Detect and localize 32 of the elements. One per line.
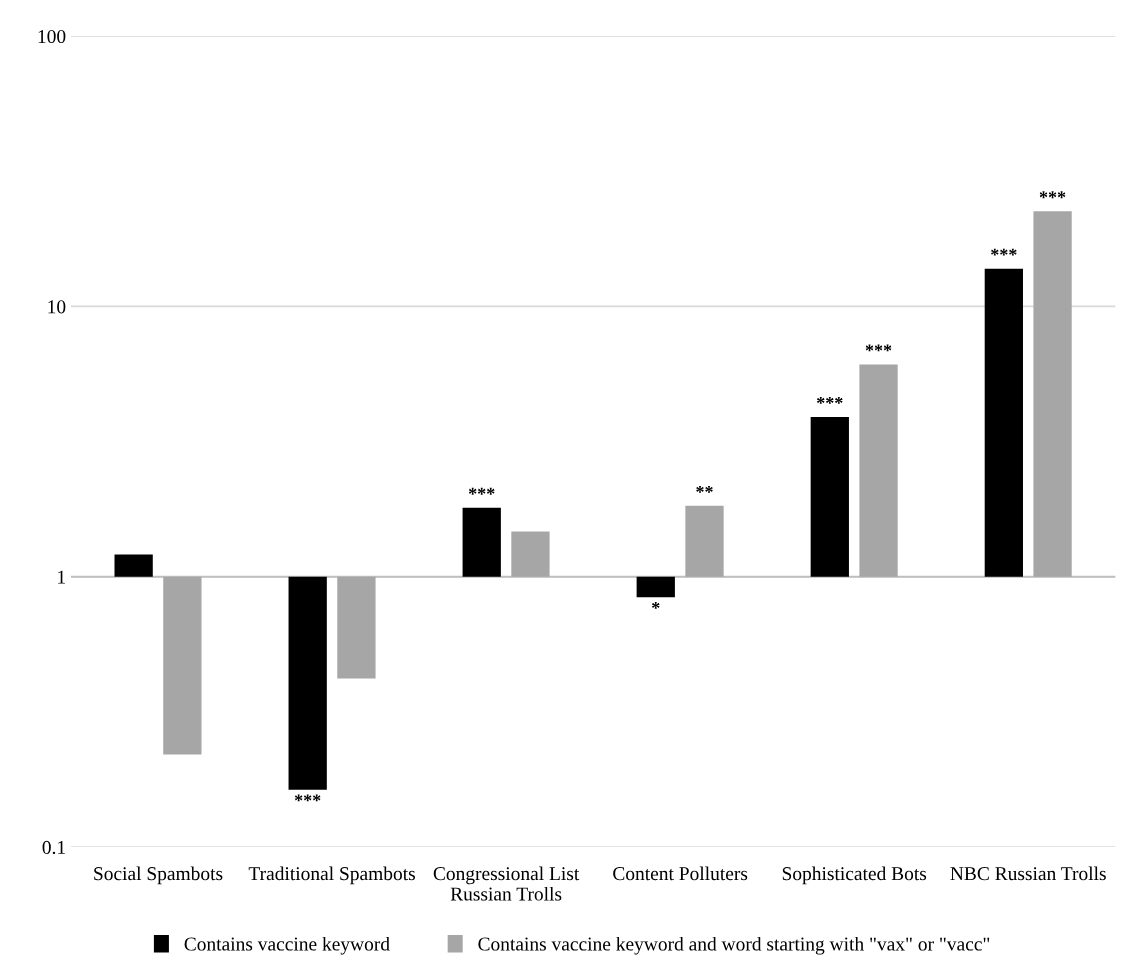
bar (984, 268, 1023, 577)
y-tick-label: 100 (38, 29, 66, 44)
x-tick-label: NBC Russian Trolls (950, 866, 1106, 881)
bar (114, 554, 153, 577)
data-label: *** (468, 487, 495, 495)
y-tick-label: 0.1 (42, 840, 65, 855)
bar (859, 364, 898, 577)
y-tick-label: 10 (48, 300, 66, 314)
x-tick-label: Social Spambots (94, 866, 223, 885)
bar (511, 531, 550, 577)
data-label: *** (294, 794, 321, 802)
bar (685, 505, 724, 577)
bar (636, 576, 675, 598)
bar (337, 576, 376, 679)
bar (810, 416, 849, 577)
legend-label: Contains vaccine keyword (184, 936, 390, 955)
data-label: *** (1039, 191, 1066, 199)
data-label: * (652, 602, 660, 609)
x-tick-label: Sophisticated Bots (782, 866, 927, 885)
legend-label: Contains vaccine keyword and word starting with "vax" or "vacc" (478, 936, 990, 955)
bar (163, 576, 202, 755)
bar (288, 576, 327, 790)
bar (1033, 211, 1072, 577)
x-tick-label: Congressional List Russian Trolls (433, 866, 580, 901)
x-tick-label: Traditional Spambots (248, 866, 415, 885)
x-tick-label: Content Polluters (613, 866, 748, 881)
data-label: ** (696, 485, 713, 493)
data-label: *** (865, 344, 892, 352)
data-label: *** (817, 397, 843, 404)
bar (462, 507, 501, 577)
data-label: *** (991, 248, 1017, 256)
y-tick-label: 1 (58, 570, 65, 584)
